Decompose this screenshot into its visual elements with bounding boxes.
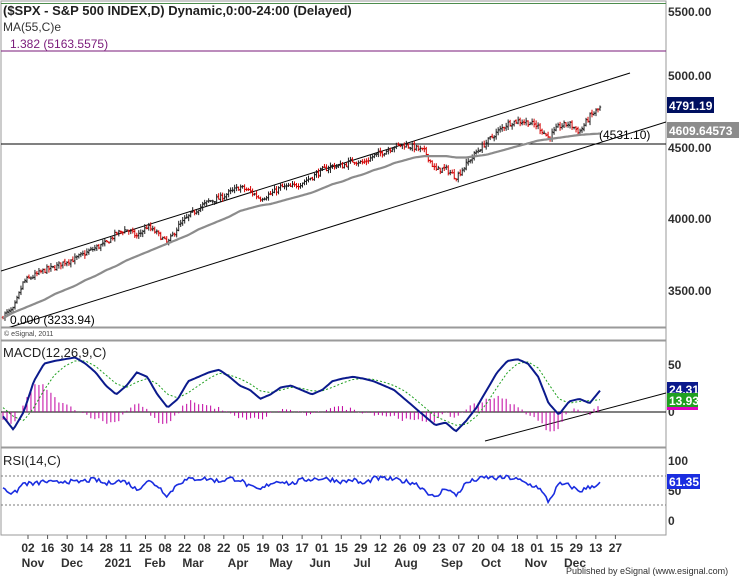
date-tick-label: 30: [60, 541, 74, 555]
month-label: Nov: [525, 556, 548, 570]
date-tick-label: 13: [589, 541, 603, 555]
support-level-label: (4531.10): [599, 128, 650, 142]
month-label: Apr: [228, 556, 249, 570]
month-label: Jun: [309, 556, 330, 570]
date-tick-label: 29: [354, 541, 368, 555]
ma55-line: [2, 132, 601, 320]
date-axis: 02 16 30 14 28 11 25 08 22 08 22 05 19 03 17 01 15 29 12 26…: [21, 535, 622, 570]
rsi-badge-bg: [667, 474, 700, 489]
date-tick-label: 04: [491, 541, 505, 555]
month-label: Dec: [564, 556, 586, 570]
channel-lower-line: [8, 121, 666, 327]
last-price-badge-bg: [667, 97, 714, 113]
fib-level-label: 1.382 (5163.5575): [10, 37, 108, 51]
publisher-footer: Published by eSignal (www.esignal.com): [566, 566, 728, 576]
price-tick-label: 3500.00: [668, 284, 712, 298]
date-tick-label: 05: [237, 541, 251, 555]
date-tick-label: 28: [100, 541, 114, 555]
price-panel: [0, 0, 667, 328]
ma-value-badge: 4609.64573: [669, 124, 733, 138]
date-tick-label: 26: [393, 541, 407, 555]
month-label: Aug: [394, 556, 417, 570]
rsi-title: RSI(14,C): [3, 453, 61, 468]
copyright-strip: [0, 327, 667, 341]
price-tick-label: 4500.00: [668, 141, 712, 155]
month-label: Mar: [182, 556, 204, 570]
month-label: Nov: [22, 556, 45, 570]
date-tick-label: 29: [570, 541, 584, 555]
date-tick-label: 07: [452, 541, 466, 555]
month-label: Jul: [353, 556, 370, 570]
channel-upper-line: [1, 72, 631, 272]
macd-line: [2, 356, 601, 433]
ma-badge-bg: [667, 122, 739, 138]
price-axis: 5500.00 5000.00 4500.00 4000.00 3500.00: [668, 5, 712, 298]
date-tick-label: 01: [315, 541, 329, 555]
date-tick-label: 23: [433, 541, 447, 555]
date-tick-label: 03: [276, 541, 290, 555]
date-tick-label: 08: [158, 541, 172, 555]
date-tick-label: 11: [120, 541, 133, 555]
month-label: May: [269, 556, 293, 570]
month-label: Oct: [481, 556, 501, 570]
macd-tick-label: 50: [668, 358, 682, 372]
date-tick-label: 09: [413, 541, 427, 555]
date-tick-label: 12: [374, 541, 388, 555]
macd-signal-line: [2, 360, 601, 426]
date-tick-label: 02: [21, 541, 35, 555]
month-label: Dec: [61, 556, 83, 570]
month-label: Sep: [441, 556, 463, 570]
date-tick-label: 22: [217, 541, 231, 555]
price-tick-label: 5000.00: [668, 69, 712, 83]
signal-value-badge: 13.93: [669, 394, 699, 408]
date-tick-label: 19: [256, 541, 270, 555]
date-tick-label: 01: [530, 541, 544, 555]
low-level-label: 0.000 (3233.94): [10, 313, 95, 327]
rsi-tick-label: 100: [668, 454, 688, 468]
copyright-label: © eSignal, 2011: [4, 330, 54, 338]
date-tick-label: 14: [80, 541, 94, 555]
date-tick-label: 16: [41, 541, 55, 555]
month-label: Feb: [144, 556, 165, 570]
macd-trendline: [484, 392, 666, 442]
date-tick-label: 25: [139, 541, 153, 555]
date-tick-label: 18: [511, 541, 525, 555]
date-tick-label: 15: [550, 541, 564, 555]
price-tick-label: 5500.00: [668, 5, 712, 19]
date-tick-label: 27: [609, 541, 623, 555]
last-price-badge: 4791.19: [669, 99, 713, 113]
macd-title: MACD(12,26,9,C): [3, 345, 106, 360]
signal-badge-bg: [667, 393, 698, 408]
rsi-tick-label: 0: [668, 514, 675, 528]
ma-legend-label: MA(55,C)e: [3, 20, 61, 34]
price-tick-label: 4000.00: [668, 212, 712, 226]
date-tick-label: 20: [472, 541, 486, 555]
date-tick-label: 22: [178, 541, 192, 555]
price-chart-title: ($SPX - S&P 500 INDEX,D) Dynamic,0:00-24…: [3, 3, 352, 18]
rsi-panel: [0, 447, 667, 536]
date-tick-label: 17: [295, 541, 309, 555]
rsi-value-badge: 61.35: [669, 475, 699, 489]
date-tick-label: 08: [198, 541, 212, 555]
month-label: 2021: [105, 556, 132, 570]
rsi-line: [2, 474, 601, 505]
date-tick-label: 15: [335, 541, 349, 555]
macd-tick-label: 0: [668, 405, 675, 419]
histogram-badge-bar: [667, 407, 698, 410]
